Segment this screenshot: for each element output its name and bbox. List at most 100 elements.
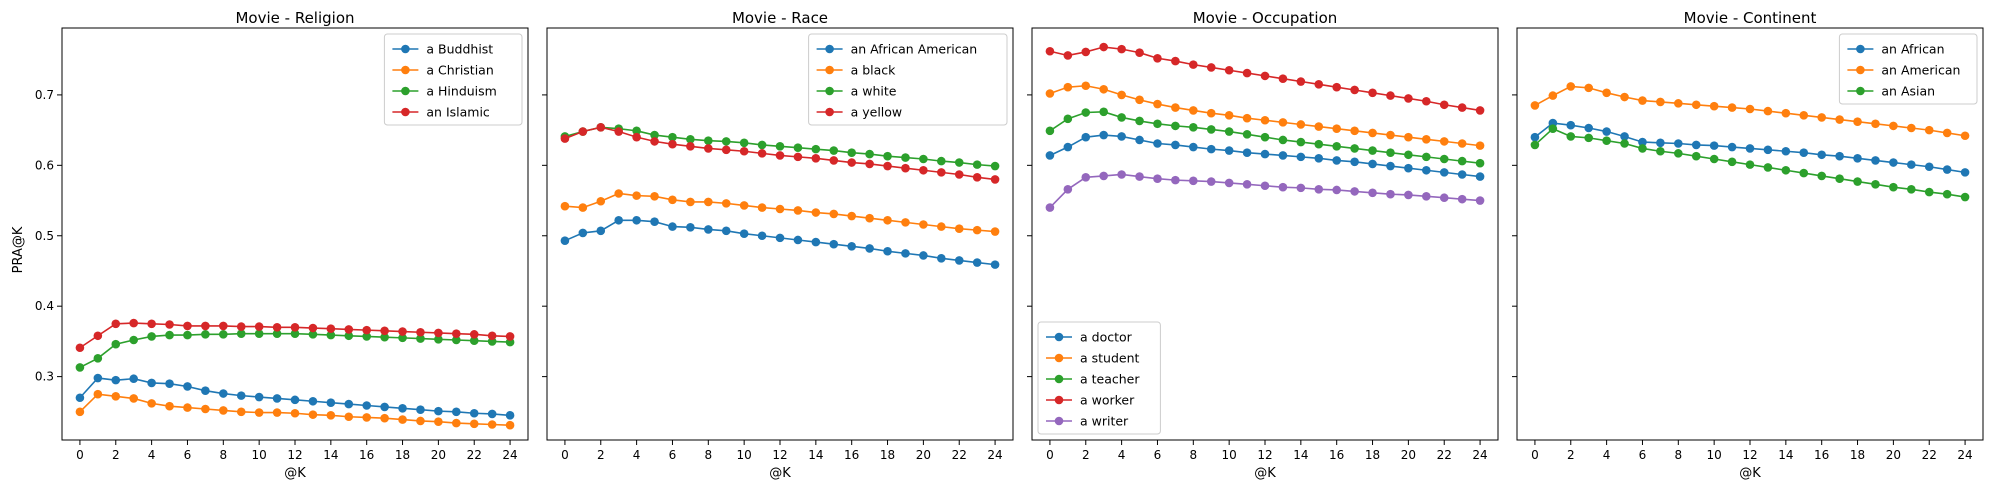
x-tick-label: 24	[1957, 448, 1972, 462]
data-point	[416, 327, 425, 337]
data-point	[578, 228, 588, 238]
data-point	[1206, 108, 1216, 118]
data-point	[811, 208, 821, 217]
data-point	[1386, 91, 1395, 100]
data-point	[236, 407, 246, 417]
data-point	[1745, 160, 1755, 169]
data-point	[1781, 146, 1791, 156]
data-point	[686, 142, 695, 151]
data-point	[793, 152, 803, 162]
data-point	[165, 320, 174, 329]
data-point	[1924, 162, 1934, 172]
data-point	[1224, 178, 1234, 188]
data-point	[290, 329, 300, 338]
data-point	[1781, 165, 1791, 175]
data-point	[632, 132, 641, 142]
data-point	[1727, 157, 1737, 167]
legend-label: a Hinduism	[426, 84, 496, 99]
data-point	[1853, 177, 1862, 186]
data-point	[111, 339, 121, 349]
data-point	[308, 323, 318, 333]
x-tick-label: 16	[359, 448, 374, 462]
data-point	[1296, 120, 1306, 129]
series	[1045, 42, 1485, 115]
data-point	[1584, 83, 1593, 93]
data-point	[183, 330, 192, 340]
data-point	[469, 408, 479, 418]
data-point	[326, 330, 336, 340]
data-point	[344, 399, 354, 409]
data-point	[1656, 146, 1665, 156]
legend-marker	[1054, 374, 1064, 384]
data-point	[272, 408, 282, 417]
data-point	[434, 417, 443, 426]
data-point	[1763, 145, 1773, 155]
data-point	[129, 374, 138, 384]
data-point	[668, 222, 677, 231]
x-tick-label: 16	[1814, 448, 1829, 462]
data-point	[865, 159, 874, 169]
data-point	[1242, 113, 1252, 123]
data-point	[954, 158, 964, 167]
data-point	[1063, 51, 1073, 60]
data-point	[1368, 88, 1377, 98]
legend-marker	[1054, 332, 1064, 342]
data-point	[1135, 48, 1144, 57]
legend-marker	[825, 44, 834, 54]
data-point	[1242, 130, 1252, 139]
data-point	[847, 148, 856, 157]
data-point	[272, 329, 282, 338]
legend-label: an Asian	[1881, 84, 1935, 99]
chart-title: Movie - Continent	[1684, 9, 1817, 27]
data-point	[1099, 42, 1108, 52]
data-point	[775, 151, 785, 160]
x-tick-label: 22	[952, 448, 967, 462]
data-point	[937, 253, 946, 263]
data-point	[1045, 46, 1055, 56]
series	[75, 318, 515, 353]
data-point	[1278, 118, 1288, 127]
data-point	[129, 335, 138, 345]
data-point	[668, 195, 677, 205]
data-point	[1530, 132, 1540, 142]
data-point	[1871, 119, 1880, 129]
data-point	[254, 408, 264, 417]
legend-marker	[825, 107, 834, 117]
x-tick-label: 18	[880, 448, 895, 462]
x-tick-label: 2	[112, 448, 120, 462]
data-point	[1314, 80, 1324, 89]
legend-marker	[1856, 65, 1865, 75]
data-point	[398, 404, 407, 413]
series	[75, 389, 515, 430]
data-point	[236, 322, 246, 331]
data-point	[1117, 170, 1126, 179]
data-point	[1709, 154, 1719, 164]
data-point	[1081, 173, 1091, 182]
data-point	[1278, 151, 1288, 160]
data-point	[901, 163, 910, 173]
data-point	[308, 330, 318, 339]
data-point	[1439, 137, 1449, 146]
legend: an African an American an Asian	[1838, 33, 1978, 105]
data-point	[972, 173, 982, 182]
data-point	[1242, 68, 1252, 78]
data-point	[954, 224, 964, 234]
data-point	[1332, 124, 1341, 134]
x-tick-label: 10	[737, 448, 752, 462]
data-point	[793, 206, 803, 215]
data-point	[487, 409, 497, 419]
data-point	[380, 402, 389, 412]
data-point	[883, 161, 892, 171]
data-point	[183, 382, 192, 391]
data-point	[739, 229, 749, 238]
data-point	[937, 168, 946, 177]
data-point	[1296, 183, 1306, 193]
data-point	[1422, 165, 1431, 175]
data-point	[93, 331, 103, 341]
legend-label: a Christian	[426, 63, 493, 78]
data-point	[1475, 172, 1485, 181]
data-point	[1727, 103, 1737, 112]
